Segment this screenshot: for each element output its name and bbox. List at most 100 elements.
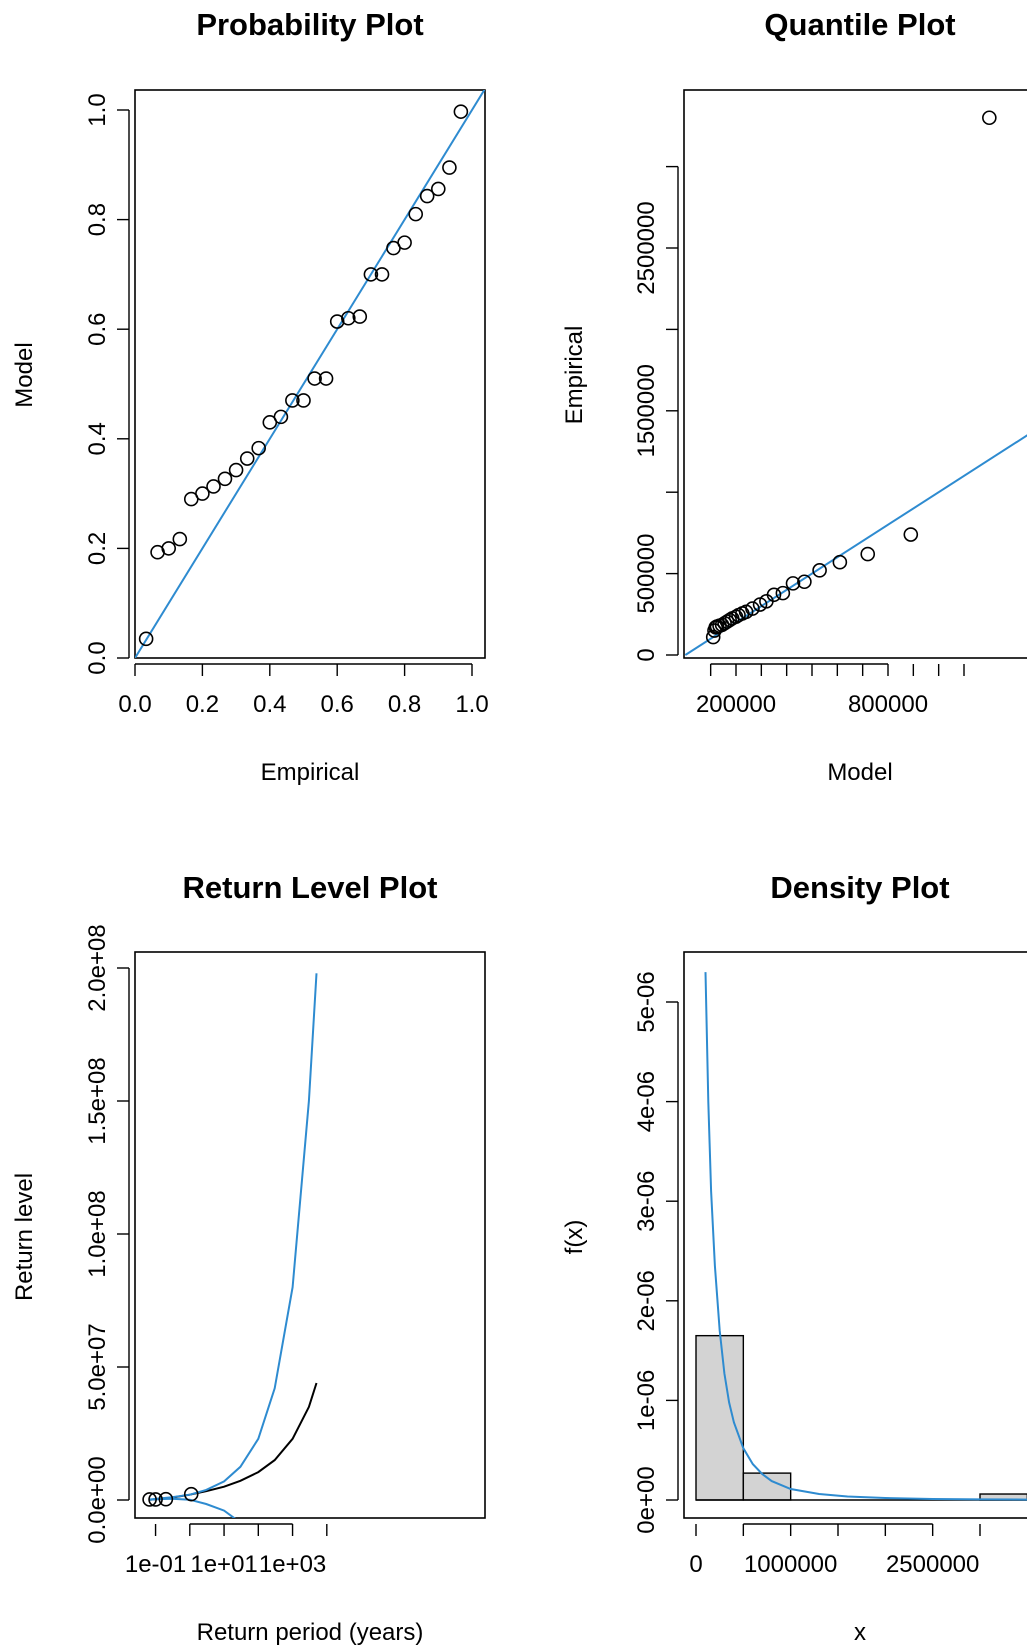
probability-data-point (419, 188, 435, 204)
return-level-x-tick-label: 1e+01 (190, 1551, 257, 1578)
probability-x-tick-label: 0.6 (321, 691, 354, 718)
density-y-tick-label: 2e-06 (633, 1270, 660, 1331)
probability-x-tick-label: 0.2 (186, 691, 219, 718)
probability-data-point (329, 314, 345, 329)
probability-data-point (408, 206, 424, 222)
quantile-data-point (860, 546, 876, 562)
probability-data-point (161, 541, 176, 556)
return-level-estimate-line (149, 1382, 318, 1501)
return-level-lower-bound-line (149, 1497, 236, 1518)
probability-plot-title: Probability Plot (196, 7, 423, 42)
return-level-plot-panel: Return Level Plot Return period (years) … (11, 870, 486, 1646)
probability-data-point (195, 486, 210, 501)
quantile-data-point (745, 601, 760, 616)
quantile-y-tick-label: 500000 (633, 534, 660, 614)
density-histogram-bar (695, 1334, 745, 1501)
density-y-tick-label: 3e-06 (633, 1171, 660, 1232)
probability-plot-panel: Probability Plot Empirical Model 0.0 0.2 0… (11, 7, 489, 786)
probability-y-tick-label: 0.4 (84, 422, 111, 455)
probability-data-point (397, 235, 412, 250)
return-level-x-tick-label: 1e+03 (259, 1551, 326, 1578)
return-level-data-point (148, 1492, 163, 1507)
probability-data-point (172, 531, 188, 547)
density-plot-xlabel: x (854, 1619, 866, 1646)
probability-x-tick-label: 0.4 (253, 691, 286, 718)
return-level-y-tick-label: 2.0e+08 (84, 924, 111, 1011)
probability-data-point (307, 371, 322, 386)
quantile-data-point (982, 110, 997, 126)
probability-y-tick-label: 0.8 (84, 203, 111, 236)
quantile-data-point (903, 527, 919, 542)
probability-plot-frame (134, 89, 486, 659)
quantile-x-tick-label: 800000 (848, 691, 928, 718)
return-level-plot-title: Return Level Plot (183, 870, 438, 905)
density-fitted-curve (704, 972, 1027, 1501)
return-level-data-point (183, 1486, 199, 1502)
density-plot-ylabel: f(x) (561, 1220, 588, 1255)
return-level-plot-frame (134, 951, 486, 1519)
density-x-tick-label: 0 (689, 1551, 702, 1578)
probability-y-tick-label: 0.6 (84, 313, 111, 346)
quantile-y-tick-label: 1500000 (633, 364, 660, 457)
return-level-plot-ylabel: Return level (11, 1173, 38, 1301)
probability-y-tick-label: 0.0 (84, 641, 111, 674)
quantile-points-group (705, 110, 997, 645)
quantile-data-point (797, 574, 812, 590)
quantile-plot-frame (683, 89, 1027, 659)
return-level-y-tick-label: 5.0e+07 (84, 1323, 111, 1410)
quantile-plot-panel: Quantile Plot Model Empirical 200000 8000… (561, 7, 1027, 786)
probability-data-point (296, 393, 311, 408)
probability-data-point (453, 104, 469, 119)
probability-data-point (228, 462, 244, 478)
quantile-data-point (775, 585, 791, 601)
probability-data-point (206, 479, 221, 494)
probability-data-point (442, 160, 457, 175)
return-level-data-point (158, 1491, 174, 1507)
probability-data-point (374, 267, 390, 282)
return-level-y-tick-label: 0.0e+00 (84, 1456, 111, 1543)
quantile-x-tick-label: 200000 (696, 691, 776, 718)
probability-data-point (363, 267, 379, 282)
probability-x-tick-label: 1.0 (455, 691, 488, 718)
probability-x-tick-label: 0.8 (388, 691, 421, 718)
return-level-upper-bound-line (149, 973, 318, 1501)
quantile-plot-ylabel: Empirical (561, 326, 588, 425)
density-x-tick-label: 1000000 (744, 1551, 837, 1578)
density-y-tick-label: 0e+00 (633, 1466, 660, 1533)
quantile-data-point (812, 563, 827, 578)
return-level-y-tick-label: 1.0e+08 (84, 1190, 111, 1277)
quantile-plot-xlabel: Model (827, 759, 892, 786)
probability-data-point (285, 393, 300, 408)
return-level-y-tick-label: 1.5e+08 (84, 1057, 111, 1144)
density-y-tick-label: 4e-06 (633, 1071, 660, 1132)
density-x-tick-label: 2500000 (886, 1551, 979, 1578)
quantile-data-point (832, 554, 848, 570)
probability-data-point (138, 631, 154, 647)
return-level-x-tick-label: 1e-01 (125, 1551, 186, 1578)
return-level-data-point (142, 1492, 157, 1507)
quantile-data-point (766, 587, 782, 603)
density-plot-frame (683, 951, 1027, 1519)
quantile-plot-title: Quantile Plot (764, 7, 955, 42)
probability-y-tick-label: 1.0 (84, 93, 111, 126)
probability-y-tick-label: 0.2 (84, 532, 111, 565)
quantile-data-point (705, 629, 721, 645)
probability-plot-xlabel: Empirical (261, 759, 360, 786)
probability-data-point (239, 451, 255, 466)
density-y-tick-label: 1e-06 (633, 1370, 660, 1431)
density-y-tick-label: 5e-06 (633, 971, 660, 1032)
probability-x-tick-label: 0.0 (118, 691, 151, 718)
quantile-y-tick-label: 0 (633, 648, 660, 661)
probability-data-point (273, 409, 289, 425)
return-level-plot-xlabel: Return period (years) (197, 1619, 424, 1646)
density-plot-title: Density Plot (770, 870, 949, 905)
density-plot-panel: Density Plot x f(x) 0 1000000 2500000 0e+00… (561, 870, 1027, 1646)
quantile-y-tick-label: 2500000 (633, 201, 660, 294)
quantile-data-point (785, 576, 801, 591)
probability-data-point (352, 309, 368, 324)
probability-data-point (341, 310, 356, 326)
probability-data-point (430, 181, 446, 197)
probability-data-point (318, 371, 334, 386)
probability-data-point (217, 471, 233, 487)
